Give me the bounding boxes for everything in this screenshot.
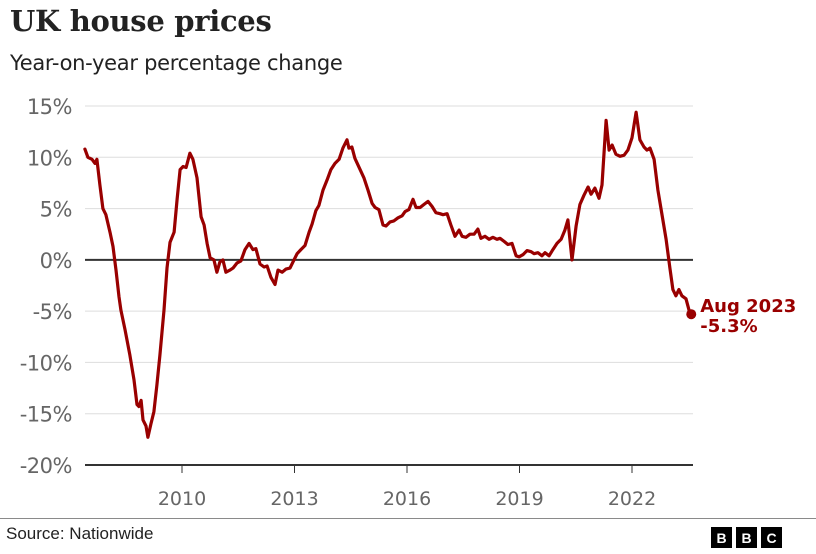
- line-chart: 15%10%5%0%-5%-10%-15%-20% 2010 2013 2016 20…: [20, 95, 797, 510]
- x-tick-label: 2022: [608, 488, 656, 510]
- bbc-logo-letter: C: [761, 527, 782, 548]
- chart-subtitle: Year-on-year percentage change: [10, 51, 343, 75]
- x-tick-label: 2016: [383, 488, 431, 510]
- latest-point-marker: [686, 309, 697, 320]
- annotation-group: Aug 2023-5.3%: [686, 296, 796, 337]
- x-tick-label: 2019: [495, 488, 543, 510]
- y-tick-label: -10%: [20, 351, 72, 375]
- series-group: [83, 110, 692, 439]
- gridlines: [85, 105, 693, 466]
- x-tick-label: 2010: [158, 488, 206, 510]
- annotation-date: Aug 2023: [700, 296, 796, 317]
- bbc-logo-letter: B: [711, 527, 732, 548]
- y-tick-label: 10%: [27, 146, 72, 170]
- y-tick-label: 0%: [40, 249, 72, 273]
- chart-title: UK house prices: [10, 4, 272, 38]
- bbc-logo-letter: B: [736, 527, 757, 548]
- x-tick-label: 2013: [270, 488, 318, 510]
- bbc-logo: B B C: [711, 527, 782, 548]
- x-axis-ticks: 2010 2013 2016 2019 2022: [158, 465, 656, 510]
- footer-divider: [0, 518, 816, 519]
- y-axis-ticks: 15% 10% 5% 0% -5% -10% -15% -20%: [20, 95, 73, 478]
- annotation-value: -5.3%: [700, 316, 757, 337]
- y-tick-label: -5%: [33, 300, 72, 324]
- y-tick-label: 5%: [40, 198, 72, 222]
- y-tick-label: 15%: [27, 95, 72, 119]
- y-tick-label: -15%: [20, 403, 72, 427]
- y-tick-label: -20%: [20, 454, 72, 478]
- source-note: Source: Nationwide: [6, 524, 154, 543]
- series-line: [83, 110, 692, 439]
